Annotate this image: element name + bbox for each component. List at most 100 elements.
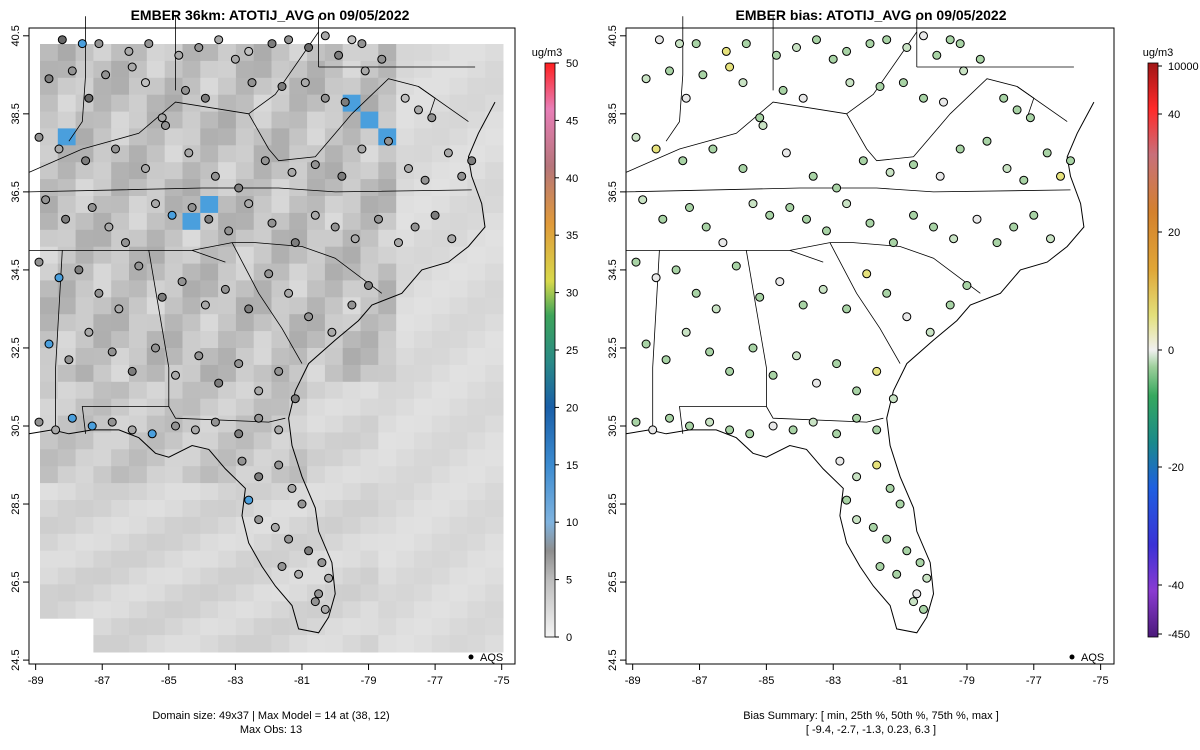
- grid-cell: [414, 128, 433, 146]
- bias-point: [1002, 164, 1012, 173]
- grid-cell: [414, 60, 433, 79]
- grid-cell: [200, 466, 219, 484]
- grid-cell: [396, 246, 415, 265]
- grid-cell: [342, 516, 361, 535]
- grid-cell: [467, 196, 486, 214]
- grid-cell: [218, 601, 237, 619]
- grid-cell: [75, 128, 94, 146]
- grid-cell: [431, 128, 451, 146]
- right-map-panel: EMBER bias: ATOTIJ_AVG on 09/05/2022 -89…: [607, 7, 1199, 736]
- grid-cell: [40, 364, 59, 383]
- grid-cell: [414, 314, 433, 332]
- grid-cell: [342, 246, 361, 265]
- grid-cell: [129, 398, 148, 417]
- grid-cell: [467, 111, 486, 129]
- grid-cell: [289, 584, 308, 602]
- bias-point: [654, 35, 664, 45]
- station-point: [34, 257, 44, 267]
- grid-cell: [289, 44, 308, 62]
- grid-cell: [40, 145, 59, 163]
- grid-cell: [485, 567, 504, 585]
- grid-cell: [396, 212, 415, 231]
- x-tick-label: -83: [227, 675, 243, 687]
- colorbar-tick-label: 30: [566, 288, 578, 300]
- grid-cell: [378, 60, 397, 79]
- grid-cell: [360, 94, 379, 113]
- grid-cell: [146, 381, 166, 400]
- grid-cell: [129, 584, 148, 602]
- grid-cell: [253, 280, 272, 298]
- grid-cell: [396, 415, 415, 433]
- station-point: [284, 35, 294, 45]
- grid-cell: [182, 466, 201, 484]
- grid-cell: [218, 483, 237, 501]
- bias-point: [711, 304, 721, 314]
- state-border: [418, 86, 436, 118]
- grid-cell: [129, 567, 148, 585]
- grid-cell: [146, 145, 166, 163]
- station-point: [171, 370, 180, 380]
- bias-point: [685, 421, 694, 431]
- grid-cell: [307, 601, 326, 619]
- grid-cell: [289, 550, 308, 569]
- station-point: [310, 160, 320, 170]
- grid-cell: [218, 533, 237, 552]
- grid-cell: [200, 77, 219, 96]
- grid-cell: [324, 516, 344, 535]
- grid-cell: [396, 601, 415, 619]
- grid-cell: [146, 162, 166, 180]
- grid-cell: [235, 128, 255, 146]
- grid-cell: [485, 618, 504, 636]
- grid-cell: [111, 567, 130, 585]
- bias-point: [912, 589, 922, 599]
- grid-cell: [396, 500, 415, 518]
- grid-cell: [93, 77, 112, 96]
- left-colorbar: [544, 62, 556, 638]
- grid-cell: [485, 449, 504, 467]
- grid-cell: [235, 635, 255, 653]
- grid-cell: [307, 449, 326, 467]
- grid-cell: [485, 280, 504, 298]
- grid-cell: [75, 44, 94, 62]
- station-point: [267, 218, 277, 228]
- grid-cell: [146, 415, 166, 433]
- grid-cell: [360, 179, 379, 197]
- grid-cell: [485, 550, 504, 569]
- station-point: [287, 483, 297, 493]
- grid-cell: [182, 229, 201, 248]
- grid-cell: [182, 94, 201, 113]
- grid-cell: [40, 584, 59, 602]
- grid-cell: [57, 449, 77, 467]
- grid-cell: [271, 348, 290, 366]
- grid-cell: [342, 618, 361, 636]
- grid-cell: [75, 550, 94, 569]
- station-point: [467, 156, 477, 166]
- grid-cell: [40, 297, 59, 315]
- grid-cell: [40, 162, 59, 180]
- station-point: [284, 288, 294, 298]
- grid-cell: [307, 111, 326, 129]
- grid-cell: [218, 550, 237, 569]
- grid-cell: [93, 196, 112, 214]
- grid-cell: [467, 381, 486, 400]
- bias-point: [872, 366, 882, 376]
- grid-cell: [200, 398, 219, 417]
- grid-cell: [289, 314, 308, 332]
- grid-cell: [111, 635, 130, 653]
- grid-cell: [200, 229, 219, 248]
- grid-cell: [485, 263, 504, 281]
- left-legend-dot: [468, 654, 474, 660]
- grid-cell: [93, 162, 112, 180]
- grid-cell: [342, 500, 361, 518]
- grid-cell: [111, 77, 130, 96]
- grid-cell: [253, 111, 272, 129]
- grid-cell: [289, 145, 308, 163]
- bias-point: [842, 304, 852, 314]
- grid-cell: [182, 567, 201, 585]
- station-point: [254, 413, 264, 423]
- grid-cell: [289, 415, 308, 433]
- grid-cell: [342, 449, 361, 467]
- bias-point: [919, 31, 928, 41]
- grid-cell: [57, 77, 77, 96]
- grid-cell: [485, 297, 504, 315]
